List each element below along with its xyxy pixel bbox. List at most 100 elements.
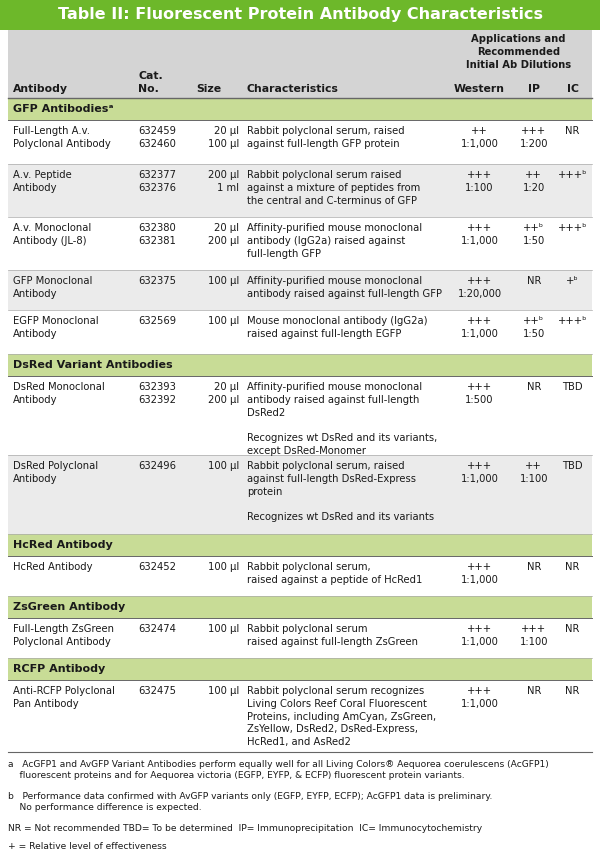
Text: +ᵇ: +ᵇ [566, 276, 579, 286]
Text: +++
1:1,000: +++ 1:1,000 [461, 624, 499, 647]
Text: 632375: 632375 [138, 276, 176, 286]
Text: ++
1:20: ++ 1:20 [523, 170, 545, 193]
Bar [8, 98, 592, 120]
Text: 632393
632392: 632393 632392 [138, 382, 176, 405]
Text: Table II: Fluorescent Protein Antibody Characteristics: Table II: Fluorescent Protein Antibody C… [58, 8, 542, 22]
Text: +++
1:100: +++ 1:100 [465, 170, 494, 193]
Text: Anti-RCFP Polyclonal
Pan Antibody: Anti-RCFP Polyclonal Pan Antibody [13, 686, 115, 709]
Text: IC: IC [566, 84, 578, 94]
Text: NR: NR [527, 686, 541, 696]
Text: A.v. Peptide
Antibody: A.v. Peptide Antibody [13, 170, 72, 193]
Bar [8, 120, 592, 164]
Text: Rabbit polyclonal serum raised
against a mixture of peptides from
the central an: Rabbit polyclonal serum raised against a… [247, 170, 420, 206]
Text: Full-Length ZsGreen
Polyclonal Antibody: Full-Length ZsGreen Polyclonal Antibody [13, 624, 114, 647]
Text: TBD: TBD [562, 382, 583, 392]
Text: +++
1:200: +++ 1:200 [520, 126, 548, 148]
Text: 100 µl: 100 µl [208, 686, 239, 696]
Bar [8, 376, 592, 455]
Text: Affinity-purified mouse monoclonal
antibody raised against full-length GFP: Affinity-purified mouse monoclonal antib… [247, 276, 442, 299]
Text: 632474: 632474 [138, 624, 176, 634]
Text: Rabbit polyclonal serum, raised
against full-length GFP protein: Rabbit polyclonal serum, raised against … [247, 126, 404, 148]
Text: +++ᵇ: +++ᵇ [558, 223, 587, 233]
Text: NR: NR [565, 126, 580, 136]
Text: NR: NR [527, 562, 541, 572]
Text: HcRed Antibody: HcRed Antibody [13, 562, 92, 572]
Text: 632452: 632452 [138, 562, 176, 572]
Text: 100 µl: 100 µl [208, 316, 239, 326]
Text: +++
1:1,000: +++ 1:1,000 [461, 223, 499, 245]
Bar [8, 534, 592, 556]
Text: Rabbit polyclonal serum recognizes
Living Colors Reef Coral Fluorescent
Proteins: Rabbit polyclonal serum recognizes Livin… [247, 686, 436, 747]
Bar [8, 30, 592, 98]
Text: Cat.
No.: Cat. No. [138, 71, 163, 94]
Text: Western: Western [454, 84, 505, 94]
Text: GFP Antibodiesᵃ: GFP Antibodiesᵃ [13, 104, 113, 114]
Text: 200 µl
1 ml: 200 µl 1 ml [208, 170, 239, 193]
Text: 632475: 632475 [138, 686, 176, 696]
Bar [8, 310, 592, 354]
Text: +++ᵇ: +++ᵇ [558, 316, 587, 326]
Text: 632459
632460: 632459 632460 [138, 126, 176, 148]
Bar [8, 270, 592, 310]
Text: Size: Size [196, 84, 221, 94]
Text: +++ᵇ: +++ᵇ [558, 170, 587, 180]
Bar [8, 455, 592, 534]
Text: +++
1:1,000: +++ 1:1,000 [461, 316, 499, 339]
Text: 100 µl: 100 µl [208, 624, 239, 634]
Bar [8, 556, 592, 596]
Text: +++
1:500: +++ 1:500 [465, 382, 494, 405]
Text: b   Performance data confirmed with AvGFP variants only (EGFP, EYFP, ECFP); AcGF: b Performance data confirmed with AvGFP … [8, 792, 493, 813]
Text: 20 µl
100 µl: 20 µl 100 µl [208, 126, 239, 148]
Text: 632569: 632569 [138, 316, 176, 326]
Bar [8, 596, 592, 618]
Text: Characteristics: Characteristics [247, 84, 338, 94]
Text: NR = Not recommended TBD= To be determined  IP= Immunoprecipitation  IC= Immunoc: NR = Not recommended TBD= To be determin… [8, 824, 482, 833]
Text: Applications and
Recommended
Initial Ab Dilutions: Applications and Recommended Initial Ab … [466, 34, 571, 69]
Text: Rabbit polyclonal serum, raised
against full-length DsRed-Express
protein

Recog: Rabbit polyclonal serum, raised against … [247, 461, 434, 523]
Text: 20 µl
200 µl: 20 µl 200 µl [208, 223, 239, 245]
Bar [8, 354, 592, 376]
Text: 632380
632381: 632380 632381 [138, 223, 176, 245]
Text: NR: NR [527, 276, 541, 286]
Text: ZsGreen Antibody: ZsGreen Antibody [13, 602, 125, 612]
Text: +++
1:1,000: +++ 1:1,000 [461, 461, 499, 484]
Bar [8, 658, 592, 680]
Text: DsRed Polyclonal
Antibody: DsRed Polyclonal Antibody [13, 461, 98, 484]
Text: 100 µl: 100 µl [208, 276, 239, 286]
Text: HcRed Antibody: HcRed Antibody [13, 540, 113, 550]
Text: Full-Length A.v.
Polyclonal Antibody: Full-Length A.v. Polyclonal Antibody [13, 126, 111, 148]
Text: DsRed Variant Antibodies: DsRed Variant Antibodies [13, 360, 173, 370]
Text: 100 µl: 100 µl [208, 461, 239, 471]
Text: NR: NR [565, 562, 580, 572]
Text: ++ᵇ
1:50: ++ᵇ 1:50 [523, 316, 545, 339]
Text: Antibody: Antibody [13, 84, 68, 94]
Text: NR: NR [527, 382, 541, 392]
Bar [8, 164, 592, 217]
Text: +++
1:20,000: +++ 1:20,000 [457, 276, 502, 299]
Text: Mouse monoclonal antibody (IgG2a)
raised against full-length EGFP: Mouse monoclonal antibody (IgG2a) raised… [247, 316, 427, 339]
Text: + = Relative level of effectiveness: + = Relative level of effectiveness [8, 842, 167, 851]
Text: +++
1:1,000: +++ 1:1,000 [461, 562, 499, 585]
Text: a   AcGFP1 and AvGFP Variant Antibodies perform equally well for all Living Colo: a AcGFP1 and AvGFP Variant Antibodies pe… [8, 760, 549, 781]
Text: 632496: 632496 [138, 461, 176, 471]
Text: +++
1:1,000: +++ 1:1,000 [461, 686, 499, 709]
Text: 632377
632376: 632377 632376 [138, 170, 176, 193]
Text: A.v. Monoclonal
Antibody (JL-8): A.v. Monoclonal Antibody (JL-8) [13, 223, 91, 245]
Bar [0, 0, 600, 30]
Text: Rabbit polyclonal serum,
raised against a peptide of HcRed1: Rabbit polyclonal serum, raised against … [247, 562, 422, 585]
Text: DsRed Monoclonal
Antibody: DsRed Monoclonal Antibody [13, 382, 105, 405]
Text: RCFP Antibody: RCFP Antibody [13, 664, 105, 674]
Text: IP: IP [528, 84, 540, 94]
Text: TBD: TBD [562, 461, 583, 471]
Bar [8, 680, 592, 752]
Bar [8, 217, 592, 270]
Text: NR: NR [565, 686, 580, 696]
Text: 100 µl: 100 µl [208, 562, 239, 572]
Text: EGFP Monoclonal
Antibody: EGFP Monoclonal Antibody [13, 316, 98, 339]
Text: ++ᵇ
1:50: ++ᵇ 1:50 [523, 223, 545, 245]
Text: GFP Monoclonal
Antibody: GFP Monoclonal Antibody [13, 276, 92, 299]
Text: ++
1:100: ++ 1:100 [520, 461, 548, 484]
Bar [8, 618, 592, 658]
Text: Rabbit polyclonal serum
raised against full-length ZsGreen: Rabbit polyclonal serum raised against f… [247, 624, 418, 647]
Text: Affinity-purified mouse monoclonal
antibody (IgG2a) raised against
full-length G: Affinity-purified mouse monoclonal antib… [247, 223, 422, 258]
